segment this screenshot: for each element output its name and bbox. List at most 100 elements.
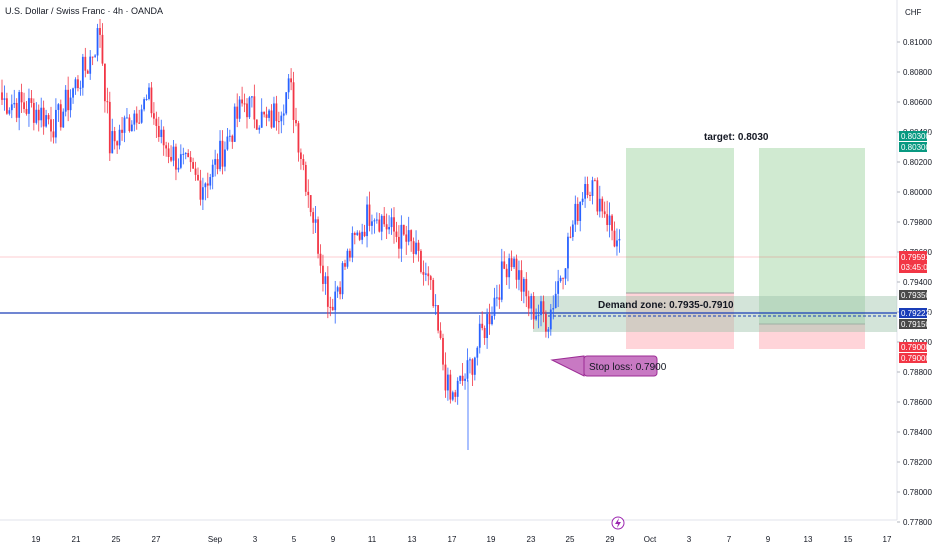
candle-body-down[interactable]	[255, 119, 258, 130]
candle-body-up[interactable]	[415, 242, 417, 254]
candle-body-up[interactable]	[81, 56, 84, 88]
candle-body-up[interactable]	[500, 261, 503, 300]
candle-body-down[interactable]	[442, 337, 444, 365]
candle-body-down[interactable]	[329, 306, 332, 308]
candle-body-down[interactable]	[243, 103, 246, 105]
candle-body-down[interactable]	[363, 231, 366, 237]
candle-body-down[interactable]	[187, 153, 190, 158]
candle-body-down[interactable]	[405, 234, 408, 242]
candle-body-up[interactable]	[456, 380, 459, 397]
candle-body-down[interactable]	[589, 195, 591, 197]
candle-body-down[interactable]	[1, 92, 3, 100]
candle-body-down[interactable]	[30, 98, 33, 103]
candle-body-down[interactable]	[50, 119, 52, 132]
candle-body-down[interactable]	[307, 191, 310, 196]
candle-body-down[interactable]	[594, 180, 596, 182]
candle-body-up[interactable]	[3, 98, 6, 100]
candle-body-up[interactable]	[557, 281, 560, 294]
candle-body-down[interactable]	[545, 313, 547, 332]
candle-body-down[interactable]	[562, 277, 564, 279]
candle-body-up[interactable]	[111, 131, 114, 154]
candle-body-up[interactable]	[530, 296, 533, 309]
candle-body-up[interactable]	[224, 149, 226, 167]
candle-body-down[interactable]	[331, 306, 334, 311]
candle-body-up[interactable]	[228, 135, 231, 137]
candle-body-down[interactable]	[304, 164, 307, 192]
candle-body-down[interactable]	[199, 180, 202, 200]
candle-body-up[interactable]	[96, 28, 99, 56]
candle-body-down[interactable]	[104, 63, 106, 102]
candle-body-up[interactable]	[209, 177, 212, 186]
candle-body-down[interactable]	[206, 183, 209, 186]
take-profit-zone-2[interactable]	[759, 148, 865, 324]
candle-body-up[interactable]	[388, 227, 390, 230]
candle-body-down[interactable]	[67, 89, 70, 111]
candle-body-up[interactable]	[282, 113, 285, 116]
candle-body-down[interactable]	[412, 241, 415, 254]
demand-zone-label[interactable]: Demand zone: 0.7935-0.7910	[598, 300, 734, 311]
candle-body-down[interactable]	[498, 297, 501, 300]
candle-body-down[interactable]	[32, 102, 35, 123]
candle-body-up[interactable]	[491, 315, 493, 325]
candle-body-down[interactable]	[135, 113, 138, 123]
candle-body-up[interactable]	[118, 129, 121, 146]
candle-body-up[interactable]	[537, 315, 540, 317]
candle-body-down[interactable]	[317, 219, 319, 254]
candle-body-up[interactable]	[204, 183, 207, 188]
candle-body-up[interactable]	[547, 329, 550, 332]
candle-body-up[interactable]	[361, 231, 364, 240]
candle-body-up[interactable]	[473, 357, 476, 375]
candle-body-down[interactable]	[6, 98, 8, 114]
candle-body-up[interactable]	[616, 240, 618, 247]
candle-body-up[interactable]	[182, 153, 185, 155]
lightning-icon[interactable]	[611, 516, 625, 530]
candle-body-down[interactable]	[197, 174, 199, 181]
candle-body-up[interactable]	[493, 297, 496, 316]
candle-body-up[interactable]	[356, 232, 359, 236]
candle-body-down[interactable]	[23, 102, 25, 109]
candle-body-up[interactable]	[459, 375, 462, 381]
candle-body-up[interactable]	[608, 215, 611, 226]
candle-body-up[interactable]	[513, 258, 515, 268]
candle-body-down[interactable]	[420, 250, 422, 272]
candle-body-down[interactable]	[410, 230, 413, 242]
candle-body-up[interactable]	[579, 201, 582, 221]
candle-body-up[interactable]	[74, 79, 77, 89]
candle-body-down[interactable]	[106, 101, 109, 103]
candle-body-up[interactable]	[238, 99, 241, 119]
candle-body-up[interactable]	[466, 360, 469, 379]
candle-body-down[interactable]	[77, 79, 79, 89]
candle-body-down[interactable]	[265, 114, 268, 118]
stop-loss-zone-1[interactable]	[626, 293, 734, 349]
candle-body-down[interactable]	[221, 140, 224, 167]
candle-body-down[interactable]	[20, 92, 23, 103]
candle-body-down[interactable]	[358, 232, 361, 240]
candle-body-down[interactable]	[84, 56, 87, 71]
candle-body-up[interactable]	[280, 115, 283, 122]
candle-body-down[interactable]	[312, 212, 315, 223]
candle-body-down[interactable]	[302, 158, 305, 165]
candle-body-down[interactable]	[170, 156, 172, 161]
candle-body-up[interactable]	[375, 219, 378, 221]
candle-body-up[interactable]	[334, 291, 337, 311]
candle-body-down[interactable]	[483, 328, 486, 339]
candle-body-up[interactable]	[40, 107, 43, 121]
candle-body-down[interactable]	[488, 314, 491, 325]
candle-body-down[interactable]	[86, 70, 89, 74]
candle-body-up[interactable]	[373, 220, 376, 222]
candle-body-up[interactable]	[273, 103, 275, 128]
candle-body-down[interactable]	[606, 214, 609, 226]
candle-body-down[interactable]	[432, 280, 435, 307]
candle-body-down[interactable]	[378, 219, 381, 232]
candle-body-down[interactable]	[437, 305, 439, 331]
candle-body-down[interactable]	[481, 323, 484, 329]
candle-body-up[interactable]	[581, 198, 584, 202]
candle-body-down[interactable]	[601, 198, 604, 212]
candle-body-up[interactable]	[268, 110, 270, 118]
candle-body-up[interactable]	[72, 88, 74, 98]
candle-body-down[interactable]	[194, 168, 197, 175]
candle-body-down[interactable]	[108, 101, 111, 154]
candle-body-down[interactable]	[471, 359, 474, 375]
candle-body-up[interactable]	[133, 113, 136, 125]
